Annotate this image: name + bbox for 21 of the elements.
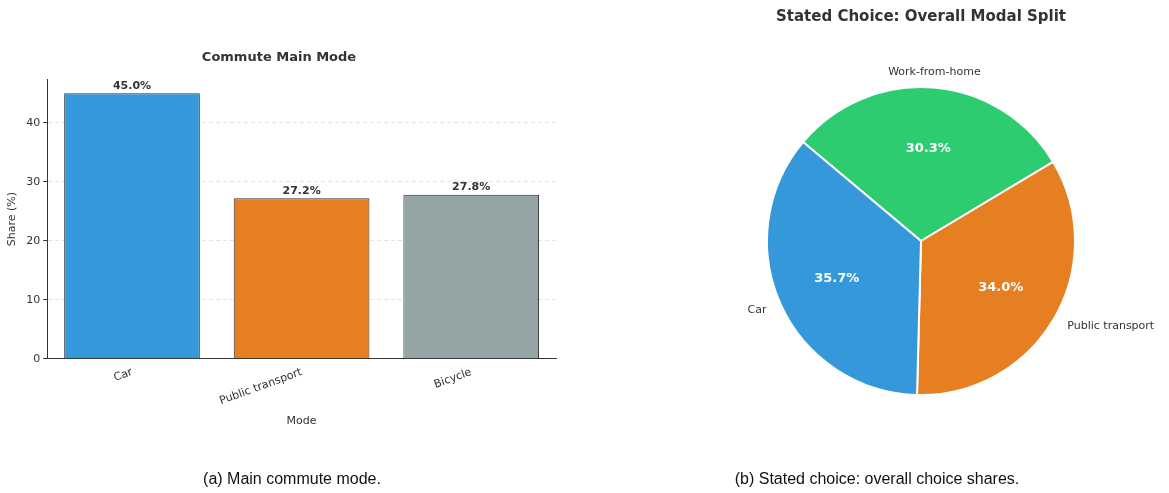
chart-title: Stated Choice: Overall Modal Split xyxy=(776,6,1066,25)
text: (a) Main commute mode. xyxy=(202,470,382,488)
text: (b) Stated choice: overall choice shares. xyxy=(733,470,1021,488)
x-axis-title: Mode xyxy=(286,414,317,428)
y-tick-label: 20 xyxy=(26,233,41,247)
data-label: 27.8% xyxy=(452,180,491,194)
data-label: 27.2% xyxy=(282,183,321,197)
slice-label: Work-from-home xyxy=(888,64,981,78)
slice-label: Car xyxy=(747,303,768,317)
data-label: 34.0% xyxy=(978,278,1024,294)
y-tick-label: 0 xyxy=(33,351,41,365)
chart-title: Commute Main Mode xyxy=(201,49,357,65)
data-label: 35.7% xyxy=(814,270,860,286)
x-tick-label: Car xyxy=(111,365,135,384)
slice-label: Public transport xyxy=(1067,319,1155,333)
y-tick-label: 10 xyxy=(26,292,41,306)
y-axis-title: Share (%) xyxy=(5,192,19,247)
data-label: 30.3% xyxy=(905,140,951,156)
y-tick-label: 40 xyxy=(26,115,41,129)
y-tick-label: 30 xyxy=(26,174,41,188)
data-label: 45.0% xyxy=(112,78,152,92)
